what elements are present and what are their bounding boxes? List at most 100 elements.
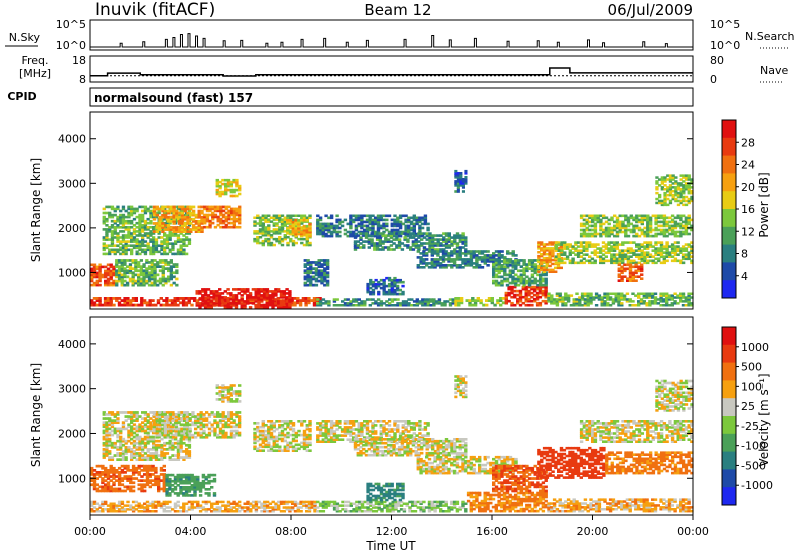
heatmap-cell [398,288,402,292]
heatmap-cell [166,220,171,223]
heatmap-cell [519,279,523,283]
heatmap-cell [542,249,547,252]
heatmap-cell [251,504,256,507]
heatmap-cell [369,292,373,296]
heatmap-cell [98,273,102,277]
heatmap-cell [563,251,567,254]
heatmap-cell [150,275,154,279]
heatmap-cell [314,277,319,281]
heatmap-cell [131,273,135,277]
heatmap-cell [671,174,675,177]
heatmap-cell [157,230,161,233]
heatmap-cell [198,292,202,295]
heatmap-cell [253,239,257,243]
heatmap-cell [554,241,559,244]
heatmap-cell [518,297,523,301]
heatmap-cell [218,298,222,301]
heatmap-cell [95,273,99,277]
heatmap-cell [121,248,126,252]
heatmap-cell [153,275,157,279]
heatmap-cell [368,216,372,220]
heatmap-cell [455,234,460,237]
heatmap-cell [402,502,407,505]
heatmap-cell [401,280,405,284]
heatmap-cell [676,222,680,226]
heatmap-cell [374,510,379,513]
heatmap-cell [232,223,236,227]
heatmap-cell [423,298,428,301]
heatmap-cell [153,277,157,281]
heatmap-cell [425,248,429,251]
heatmap-cell [300,214,304,217]
heatmap-cell [235,211,239,215]
heatmap-cell [157,250,161,254]
heatmap-cell [623,275,627,278]
heatmap-cell [120,269,124,273]
heatmap-cell [265,288,270,291]
heatmap-cell [157,232,161,235]
heatmap-cell [261,228,265,231]
heatmap-cell [120,303,124,307]
heatmap-cell [578,296,582,299]
heatmap-cell [317,273,321,277]
heatmap-cell [673,234,678,238]
heatmap-cell [657,257,661,261]
heatmap-cell [229,190,233,194]
heatmap-cell [682,232,686,236]
heatmap-cell [227,211,231,215]
heatmap-cell [642,294,646,297]
heatmap-cell [274,302,278,305]
heatmap-cell [554,261,559,265]
heatmap-cell [260,296,264,299]
heatmap-cell [401,304,406,307]
heatmap-cell [300,241,304,245]
heatmap-cell [591,224,595,228]
heatmap-cell [679,259,683,263]
heatmap-cell [189,217,193,221]
heatmap-cell [120,273,124,277]
heatmap-cell [323,263,327,266]
heatmap-cell [461,506,465,509]
heatmap-cell [318,502,323,505]
heatmap-cell [101,275,105,279]
heatmap-cell [690,255,694,258]
heatmap-cell [580,294,585,297]
heatmap-cell [452,502,457,505]
heatmap-cell [645,304,649,307]
heatmap-cell [623,267,627,271]
heatmap-cell [665,249,669,252]
heatmap-cell [404,226,408,230]
heatmap-cell [387,282,392,286]
heatmap-cell [218,194,222,198]
heatmap-cell [411,236,416,239]
heatmap-cell [320,273,324,277]
heatmap-cell [670,214,675,218]
heatmap-cell [267,218,271,221]
heatmap-cell [411,504,415,507]
heatmap-cell [285,506,289,509]
heatmap-cell [679,300,683,303]
heatmap-cell [401,292,405,296]
heatmap-cell [518,299,523,303]
heatmap-cell [492,254,496,257]
heatmap-cell [544,277,548,281]
heatmap-cell [475,262,479,265]
heatmap-cell [464,180,468,183]
heatmap-cell [278,218,282,221]
heatmap-cell [501,301,506,305]
heatmap-cell [272,243,276,247]
heatmap-cell [663,203,667,207]
heatmap-cell [389,236,394,239]
heatmap-cell [388,298,392,301]
heatmap-cell [373,248,377,251]
heatmap-cell [335,218,339,222]
heatmap-cell [419,262,423,265]
heatmap-cell [615,220,620,224]
heatmap-cell [643,255,647,258]
heatmap-cell [344,510,348,513]
heatmap-cell [375,246,380,249]
heatmap-cell [601,261,606,265]
heatmap-cell [640,269,644,273]
heatmap-cell [503,259,507,262]
heatmap-cell [218,506,222,509]
